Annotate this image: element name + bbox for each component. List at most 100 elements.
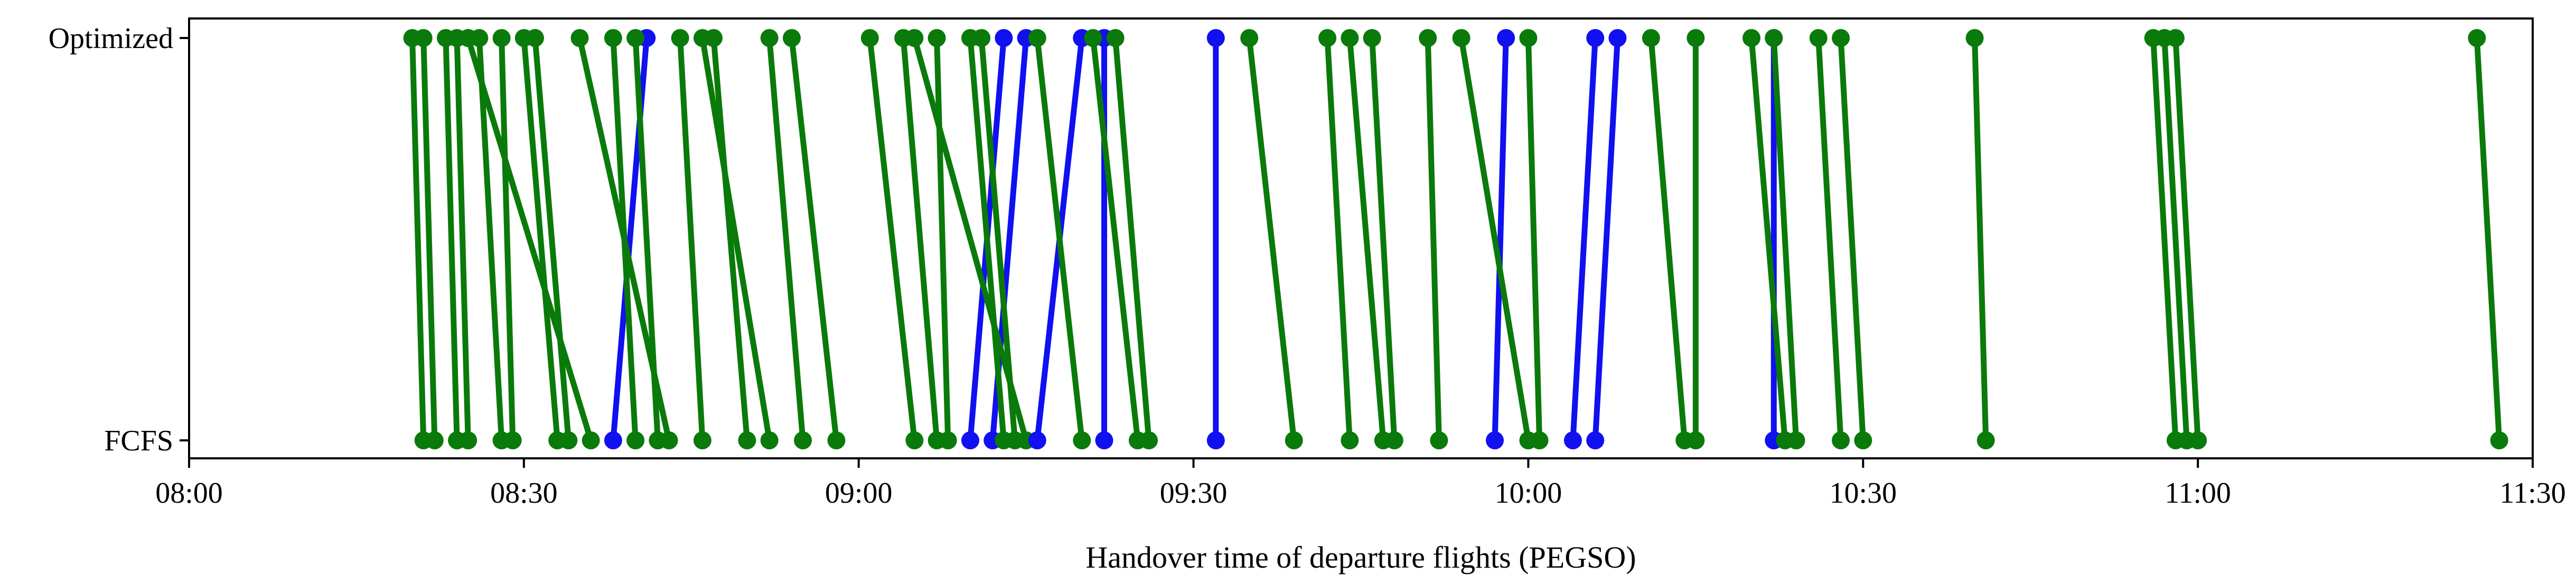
flight-segment (1592, 37, 1620, 441)
flight-segment (420, 37, 438, 441)
optimized-point (1206, 29, 1225, 47)
flight-segment (699, 37, 773, 441)
flight-53 (2166, 29, 2207, 449)
fcfs-point (1206, 431, 1225, 449)
flight-segment (2161, 37, 2190, 441)
x-axis-label: Handover time of departure flights (PEGS… (1085, 540, 1636, 574)
x-tick-label: 08:00 (155, 477, 223, 510)
flight-segment (1090, 37, 1141, 441)
flight-19 (860, 29, 924, 449)
optimized-point (928, 29, 946, 47)
flight-34 (1318, 29, 1359, 449)
optimized-point (972, 29, 991, 47)
fcfs-point (738, 431, 756, 449)
fcfs-point (1563, 431, 1582, 449)
flight-48 (1809, 29, 1850, 449)
optimized-point (414, 29, 433, 47)
flight-segment (766, 37, 806, 441)
flight-segment (1246, 37, 1297, 441)
optimized-point (1084, 29, 1102, 47)
optimized-point (1341, 29, 1359, 47)
flight-segment (454, 37, 471, 441)
flight-segment (409, 37, 427, 441)
flight-segment (1771, 37, 1800, 441)
fcfs-point (503, 431, 522, 449)
flight-52 (2155, 29, 2196, 449)
flight-segment (1425, 37, 1442, 441)
optimized-point (1028, 29, 1046, 47)
flight-segment (1112, 37, 1152, 441)
flight-8 (526, 29, 578, 449)
flight-segment (1324, 37, 1353, 441)
optimized-point (1240, 29, 1259, 47)
optimized-point (1608, 29, 1627, 47)
optimized-point (492, 29, 511, 47)
optimized-point (2468, 29, 2486, 47)
flight-33 (1240, 29, 1303, 449)
flight-47 (1765, 29, 1805, 449)
flight-44 (1687, 29, 1705, 449)
flight-2 (414, 29, 444, 449)
x-tick-label: 10:00 (1495, 477, 1562, 510)
x-tick-label: 10:30 (1830, 477, 1897, 510)
flight-17 (760, 29, 812, 449)
fcfs-point (582, 431, 600, 449)
flight-segment (577, 37, 672, 441)
flight-segment (1815, 37, 1844, 441)
flight-30 (1084, 29, 1147, 449)
flight-segment (1346, 37, 1387, 441)
y-tick-label: FCFS (104, 425, 173, 457)
optimized-point (1642, 29, 1660, 47)
fcfs-point (1787, 431, 1805, 449)
fcfs-point (905, 431, 924, 449)
fcfs-point (1687, 431, 1705, 449)
optimized-point (905, 29, 924, 47)
flight-54 (2468, 29, 2508, 449)
flight-segment (2150, 37, 2179, 441)
flight-segment (465, 37, 594, 441)
optimized-point (1452, 29, 1470, 47)
fcfs-point (1285, 431, 1303, 449)
flight-31 (1106, 29, 1158, 449)
fcfs-point (604, 431, 622, 449)
plot-frame (188, 17, 2534, 459)
fcfs-point (1073, 431, 1091, 449)
flight-segment (1492, 37, 1509, 441)
flight-42 (1586, 29, 1627, 449)
optimized-point (604, 29, 622, 47)
flight-9 (459, 29, 600, 449)
fcfs-point (1341, 431, 1359, 449)
flight-21 (928, 29, 957, 449)
optimized-point (693, 29, 711, 47)
fcfs-point (2490, 431, 2508, 449)
fcfs-point (827, 431, 846, 449)
flight-43 (1642, 29, 1694, 449)
flight-37 (1419, 29, 1448, 449)
flight-36 (1363, 29, 1403, 449)
flight-49 (1832, 29, 1872, 449)
x-tick-label: 11:30 (2499, 477, 2565, 510)
flight-segment (2474, 37, 2503, 441)
x-tick-label: 11:00 (2165, 477, 2231, 510)
fcfs-point (626, 431, 645, 449)
flight-6 (492, 29, 522, 449)
fcfs-point (1530, 431, 1549, 449)
optimized-point (1318, 29, 1337, 47)
flight-segment (532, 37, 572, 441)
flight-14 (671, 29, 711, 449)
fcfs-point (1095, 431, 1113, 449)
fcfs-point (459, 431, 477, 449)
flight-16 (693, 29, 779, 449)
optimized-point (459, 29, 477, 47)
optimized-point (1497, 29, 1515, 47)
optimized-point (1809, 29, 1828, 47)
flight-38 (1486, 29, 1515, 449)
optimized-point (1743, 29, 1760, 47)
optimized-point (1363, 29, 1381, 47)
flight-segment (912, 37, 1029, 441)
flight-18 (782, 29, 846, 449)
flight-segment (2172, 37, 2201, 441)
flight-26 (905, 29, 1035, 449)
optimized-point (995, 29, 1013, 47)
fcfs-point (1854, 431, 1872, 449)
